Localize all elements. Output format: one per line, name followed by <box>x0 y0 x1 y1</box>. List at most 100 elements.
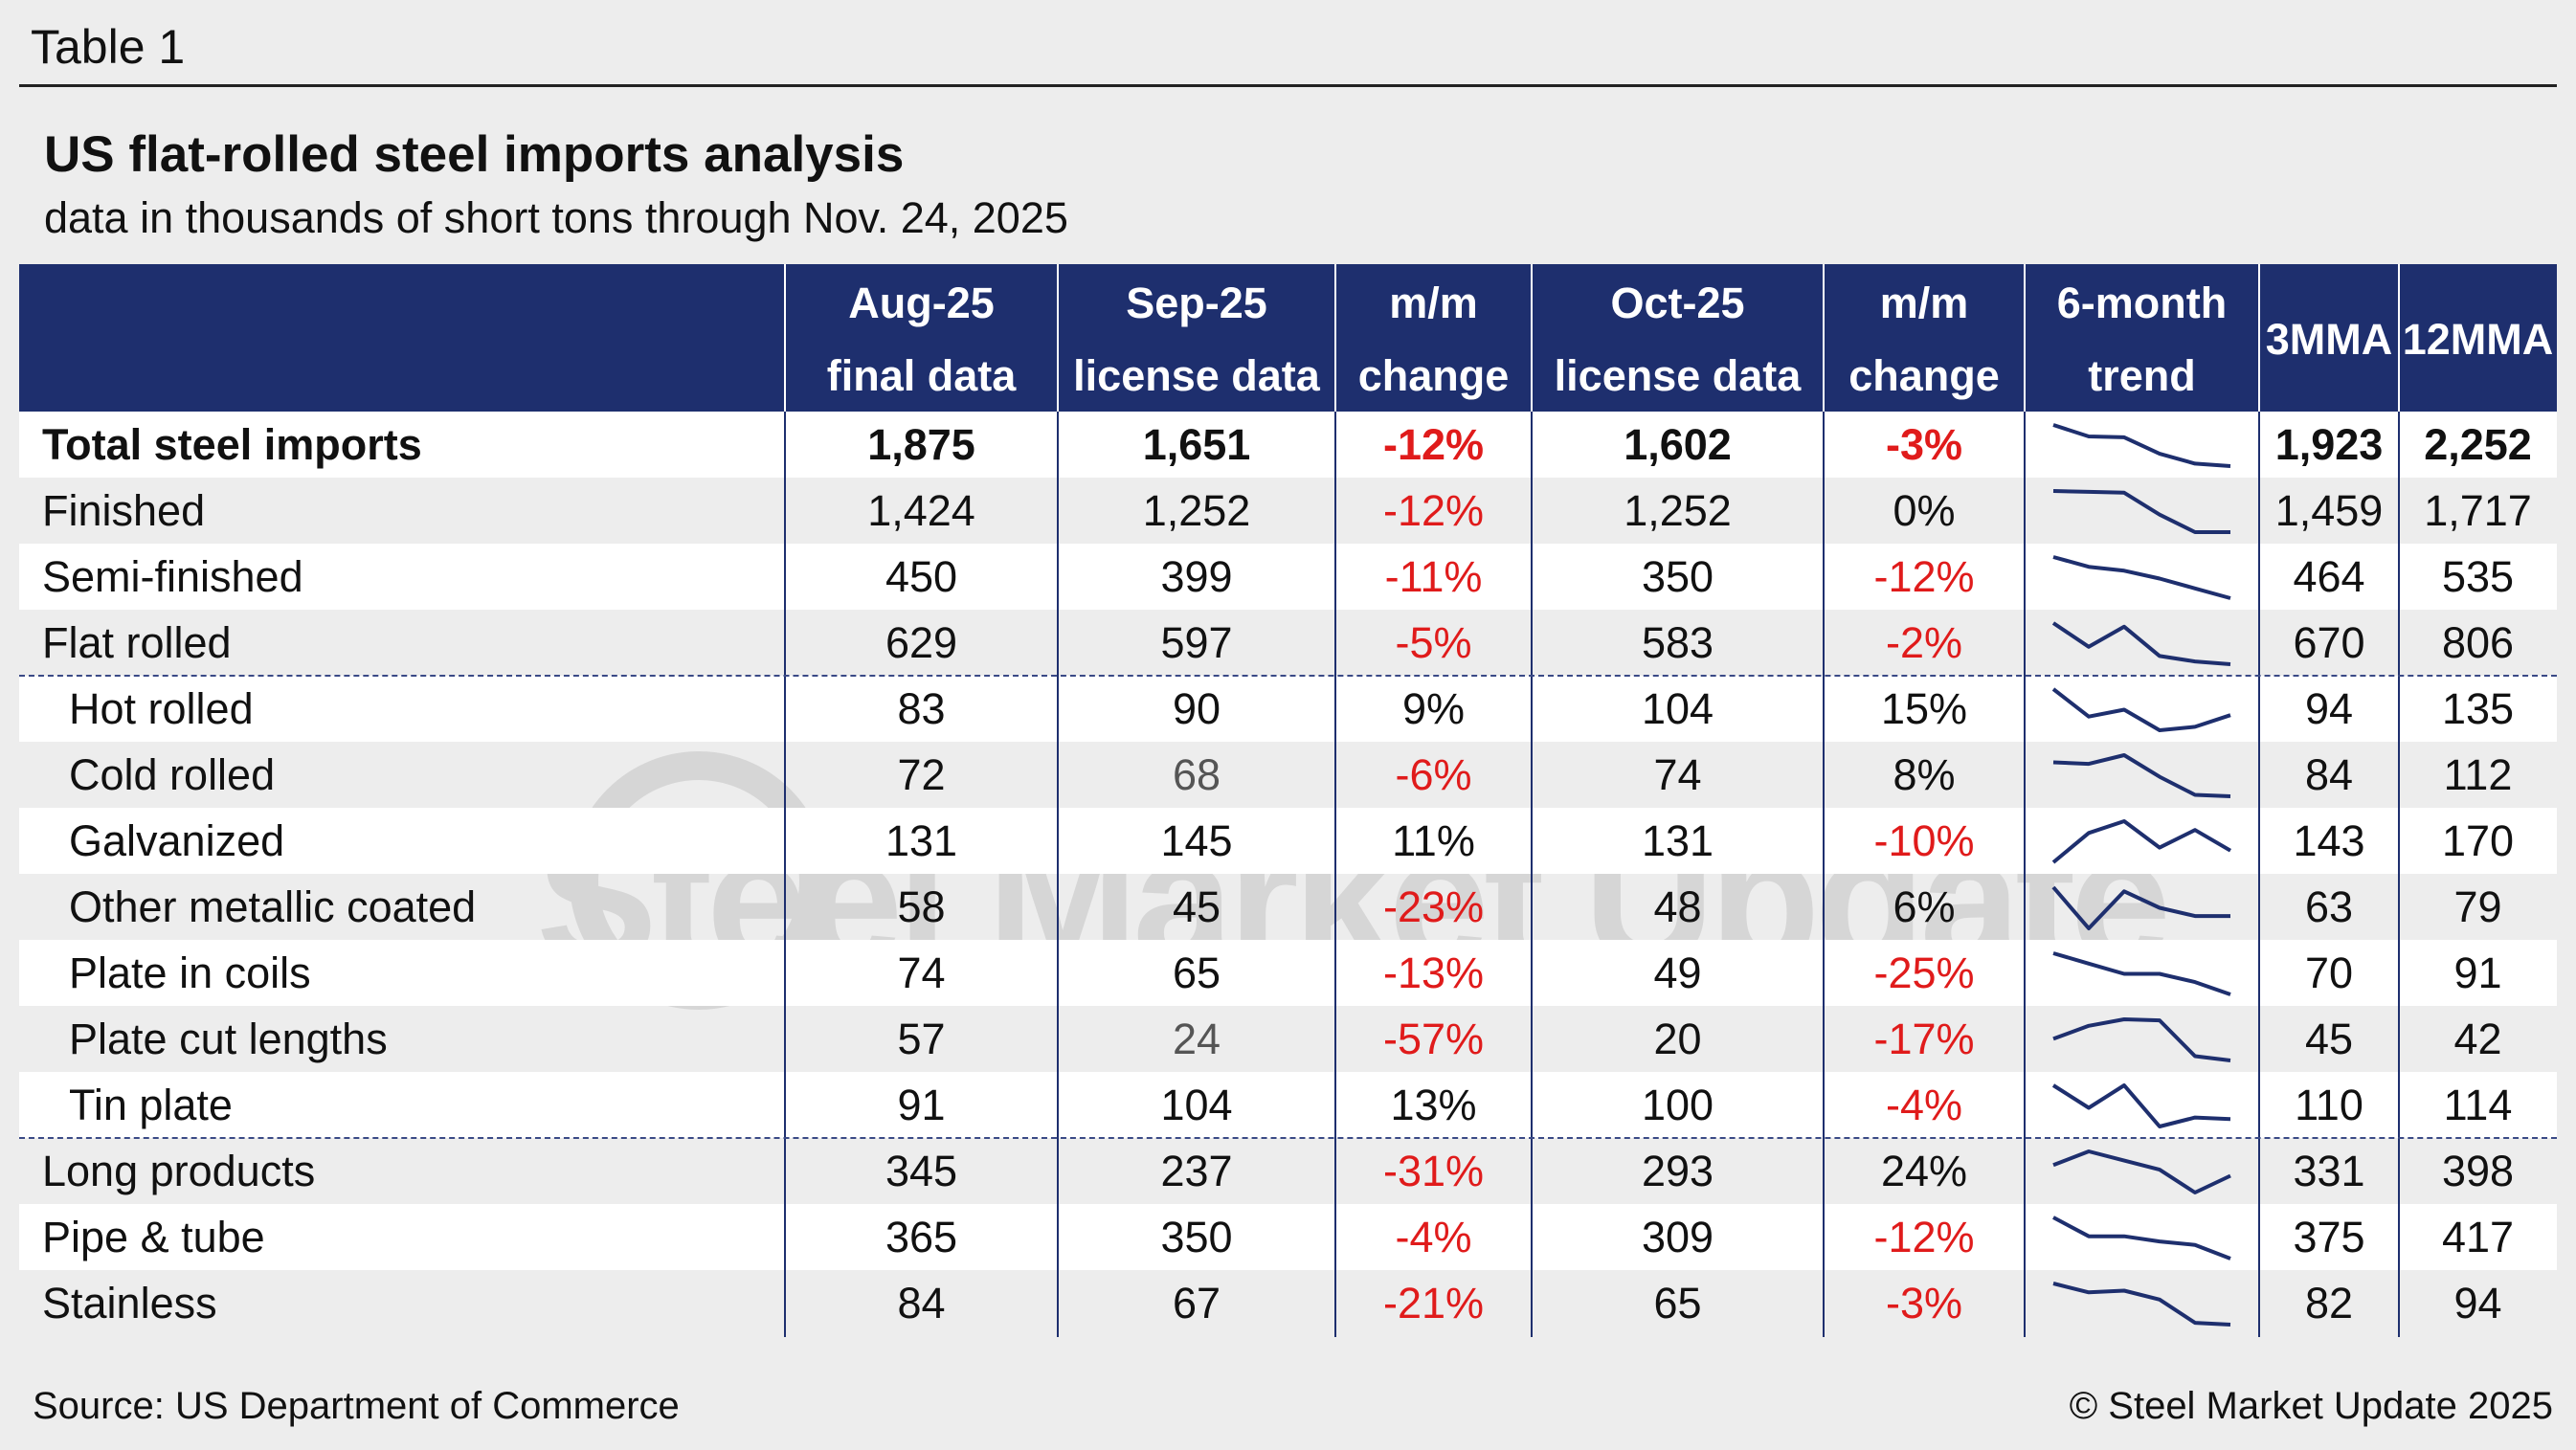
table-header <box>19 264 2557 412</box>
cell-mm2: -12% <box>1873 1213 1975 1261</box>
chart-title: US flat-rolled steel imports analysis <box>44 126 905 183</box>
cell-mma12: 79 <box>2453 882 2502 931</box>
column-header: Sep-25 license data <box>1058 264 1335 412</box>
cell-oct: 48 <box>1653 882 1702 931</box>
table-row: Flat rolled 629 597 -5% 583 -2% 670 806 <box>19 610 2557 676</box>
row-label: Plate cut lengths <box>69 1015 388 1063</box>
table-row: Stainless 84 67 -21% 65 -3% 82 94 <box>19 1270 2557 1336</box>
cell-aug: 1,875 <box>867 420 975 469</box>
column-header-line1: Sep-25 <box>1126 279 1267 327</box>
column-header: 6-month trend <box>2025 264 2259 412</box>
cell-mm2: -3% <box>1885 420 1963 469</box>
column-header: 12MMA <box>2399 264 2557 412</box>
section-divider <box>19 1137 2557 1139</box>
cell-mm2: 6% <box>1893 882 1956 931</box>
column-header: m/m change <box>1335 264 1532 412</box>
row-label: Pipe & tube <box>42 1213 265 1261</box>
cell-sep: 90 <box>1172 684 1221 733</box>
header-rule <box>19 84 2557 87</box>
trend-sparkline <box>2051 885 2230 930</box>
row-stripe <box>19 1072 2557 1138</box>
cell-sep: 399 <box>1160 552 1233 601</box>
column-header-line2: change <box>1357 351 1510 400</box>
column-header-line2: license data <box>1554 351 1802 400</box>
cell-oct: 100 <box>1641 1081 1714 1129</box>
cell-mm1: -12% <box>1382 486 1485 535</box>
cell-mma12: 398 <box>2441 1147 2515 1195</box>
source-note: Source: US Department of Commerce <box>33 1385 680 1427</box>
trend-sparkline <box>2051 687 2231 732</box>
cell-oct: 131 <box>1641 816 1714 865</box>
trend-sparkline <box>2051 1083 2231 1128</box>
chart-subtitle: data in thousands of short tons through … <box>44 193 1068 242</box>
column-header-line2: trend <box>2088 351 2196 400</box>
row-stripe <box>19 412 2557 478</box>
cell-mm1: -6% <box>1395 750 1472 799</box>
trend-sparkline <box>2051 819 2232 864</box>
cell-mm1: -4% <box>1395 1213 1472 1261</box>
column-header: m/m change <box>1824 264 2025 412</box>
column-header-line2: change <box>1848 351 2000 400</box>
cell-sep: 145 <box>1160 816 1233 865</box>
trend-sparkline <box>2052 489 2230 534</box>
cell-sep: 1,252 <box>1142 486 1251 535</box>
cell-mm2: 24% <box>1880 1147 1968 1195</box>
row-label: Hot rolled <box>69 684 254 733</box>
cell-mma3: 1,459 <box>2274 486 2384 535</box>
cell-aug: 629 <box>885 618 958 667</box>
cell-aug: 450 <box>885 552 958 601</box>
cell-mma12: 806 <box>2441 618 2515 667</box>
cell-mma12: 2,252 <box>2424 420 2532 469</box>
cell-mma3: 464 <box>2293 552 2365 601</box>
cell-mm2: -3% <box>1885 1279 1963 1327</box>
cell-mma3: 84 <box>2304 750 2354 799</box>
table-row: Semi-finished 450 399 -11% 350 -12% 464 535 <box>19 544 2557 610</box>
column-separator <box>2024 412 2026 1337</box>
cell-sep: 67 <box>1172 1279 1221 1327</box>
row-label: Cold rolled <box>69 750 276 799</box>
cell-mm2: -12% <box>1873 552 1975 601</box>
cell-mm2: -2% <box>1885 618 1963 667</box>
row-label: Long products <box>42 1147 316 1195</box>
trend-sparkline <box>2052 423 2231 468</box>
cell-aug: 345 <box>885 1147 958 1195</box>
row-stripe <box>19 676 2557 742</box>
column-separator <box>784 412 786 1337</box>
cell-mma12: 417 <box>2441 1213 2515 1261</box>
cell-mm1: 9% <box>1401 684 1466 733</box>
cell-mma12: 94 <box>2453 1279 2502 1327</box>
cell-oct: 49 <box>1653 948 1702 997</box>
cell-oct: 1,602 <box>1624 420 1732 469</box>
cell-mm1: -57% <box>1382 1015 1485 1063</box>
cell-mma3: 375 <box>2293 1213 2365 1261</box>
cell-mm2: 8% <box>1893 750 1956 799</box>
column-header-line1: Aug-25 <box>848 279 995 327</box>
cell-mma3: 45 <box>2304 1015 2354 1063</box>
cell-mma3: 63 <box>2304 882 2354 931</box>
column-header: Oct-25 license data <box>1532 264 1824 412</box>
cell-oct: 350 <box>1641 552 1714 601</box>
cell-sep: 597 <box>1160 618 1233 667</box>
column-header: Aug-25 final data <box>785 264 1058 412</box>
cell-sep: 1,651 <box>1142 420 1251 469</box>
row-label: Flat rolled <box>42 618 232 667</box>
cell-mma3: 331 <box>2293 1147 2365 1195</box>
cell-aug: 84 <box>897 1279 946 1327</box>
cell-sep: 24 <box>1172 1015 1221 1063</box>
cell-oct: 65 <box>1653 1279 1702 1327</box>
cell-aug: 57 <box>897 1015 946 1063</box>
column-separator <box>1823 412 1825 1337</box>
cell-sep: 68 <box>1172 750 1221 799</box>
cell-mma12: 112 <box>2443 750 2513 799</box>
cell-aug: 74 <box>897 948 946 997</box>
column-separator <box>1057 412 1059 1337</box>
row-label: Total steel imports <box>42 420 422 469</box>
column-header: 3MMA <box>2259 264 2399 412</box>
trend-sparkline <box>2051 621 2231 666</box>
cell-mma12: 114 <box>2443 1081 2513 1129</box>
row-stripe <box>19 808 2557 874</box>
cell-aug: 83 <box>897 684 946 733</box>
row-label: Stainless <box>42 1279 217 1327</box>
cell-oct: 309 <box>1641 1213 1714 1261</box>
cell-aug: 1,424 <box>867 486 975 535</box>
